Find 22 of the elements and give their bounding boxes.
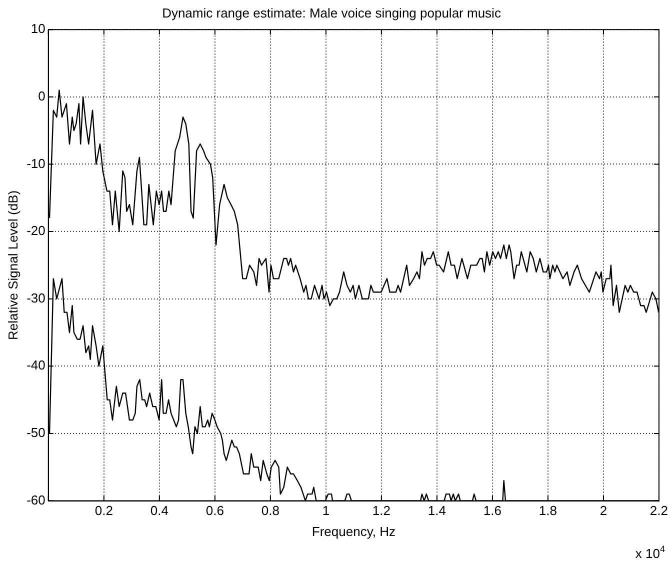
y-tick-label: 0 (38, 88, 46, 104)
y-tick-label: 10 (30, 21, 46, 36)
chart-title: Dynamic range estimate: Male voice singing popular music (162, 5, 502, 20)
x-tick-label: 1.2 (372, 503, 390, 518)
x-tick-label: 2.2 (650, 503, 668, 518)
x-tick-label: 0.4 (150, 503, 168, 518)
y-tick-label: -30 (26, 290, 46, 306)
y-axis-title: Relative Signal Level (dB) (5, 190, 20, 340)
x-tick-label: 0.8 (261, 503, 280, 518)
x-tick-label: 1.4 (428, 503, 446, 518)
y-tick-label: -40 (26, 358, 46, 373)
x-tick-label: 2 (600, 503, 608, 518)
y-tick-label: -10 (26, 156, 46, 171)
x-tick-label: 1.8 (538, 503, 557, 518)
y-tick-label: -60 (26, 492, 46, 508)
x-tick-label: 1.6 (483, 503, 502, 518)
y-tick-label: -20 (26, 223, 46, 238)
x-tick-label: 1 (322, 503, 330, 518)
x-tick-label: 0.6 (206, 503, 224, 518)
y-tick-label: -50 (26, 425, 46, 440)
x-tick-label: 0.2 (94, 503, 113, 518)
x-axis-title: Frequency, Hz (312, 524, 396, 539)
